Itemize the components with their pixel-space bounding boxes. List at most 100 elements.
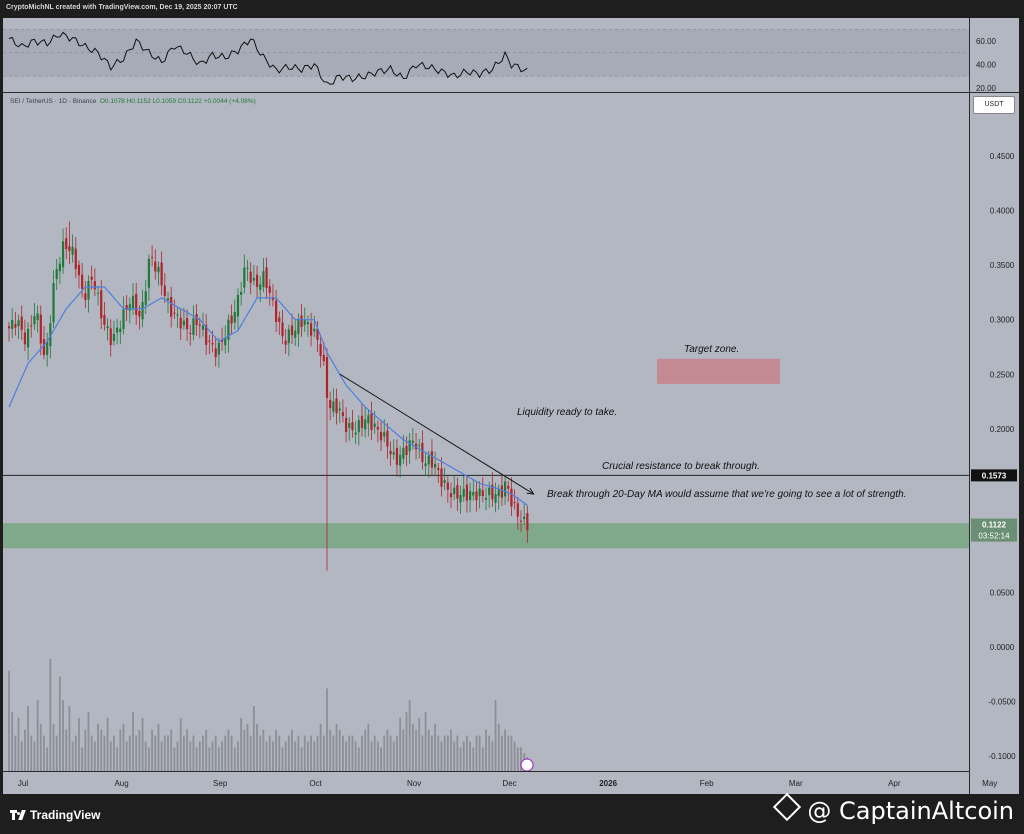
breakthrough-label: Break through 20-Day MA would assume tha… [547,489,907,500]
candle-body [262,271,265,288]
candle-body [122,309,125,329]
volume-bar [192,735,195,771]
volume-bar [380,747,382,771]
volume-bar [421,735,424,771]
volume-bar [316,735,319,771]
volume-bar [144,741,147,771]
candle-body [68,246,71,251]
volume-bar [81,747,84,771]
volume-bar [275,729,278,771]
candle-body [478,488,481,497]
candle-body [259,284,262,290]
candle-body [173,312,176,314]
volume-bar [348,735,351,771]
volume-bar [249,735,252,771]
volume-bar [233,747,236,771]
candle-body [335,398,338,414]
price-tick-label: -0.1000 [988,752,1016,761]
author-credit: CryptoMichNL created with TradingView.co… [6,4,238,11]
price-tick-label: 0.4000 [990,207,1015,216]
volume-bar [113,735,115,771]
candle-body [500,485,503,498]
volume-bar [281,747,284,771]
candle-body [513,502,516,504]
volume-bar [373,735,376,771]
volume-bar [357,747,360,771]
candle-body [379,431,383,441]
volume-bar [109,741,112,771]
candle-body [484,497,488,500]
tradingview-logo[interactable]: TradingView [10,808,100,822]
candle-body [399,454,402,466]
candle-body [300,315,303,328]
liquidity-label: Liquidity ready to take. [517,407,618,418]
volume-bar [431,735,433,771]
candle-body [472,492,475,496]
candle-body [446,482,449,490]
candle-body [421,442,424,463]
volume-bar [310,735,312,771]
price-tick-label: 0.0000 [990,643,1015,652]
volume-bar [141,717,144,771]
candle-body [271,297,275,301]
pane-divider[interactable] [3,92,1019,93]
volume-bar [208,747,211,771]
volume-bar [383,735,386,771]
candle-body [392,452,395,455]
volume-bar [342,735,344,771]
volume-bar [319,723,322,771]
candle-body [411,440,414,444]
volume-bar [418,717,421,771]
symbol-legend[interactable]: SEI / TetherUS · 1D · Binance O0.1078 H0… [10,98,256,105]
watermark-diamond-icon [773,792,802,822]
candle-body [488,487,491,496]
footer-bar [0,794,1024,834]
candle-body [46,341,49,355]
candle-body [376,426,379,430]
rsi-tick-label: 20.00 [976,84,997,93]
currency-badge[interactable]: USDT [973,96,1015,114]
volume-bar [170,729,173,771]
candle-body [383,432,386,437]
volume-bar [62,700,64,771]
price-tick-label: 0.2500 [990,370,1015,379]
volume-bar [189,741,192,771]
volume-bar [497,723,500,771]
candle-body [131,295,135,309]
volume-bar [313,741,316,771]
candle-body [201,325,205,330]
volume-bar [405,712,408,771]
candle-body [332,401,335,412]
candle-body [176,314,179,316]
candle-body [74,248,77,270]
volume-bar [243,729,246,771]
candle-body [284,340,287,345]
candle-body [87,280,90,300]
volume-bar [294,741,297,771]
volume-bar [399,717,402,771]
volume-bar [14,735,17,771]
candle-body [491,484,494,500]
candle-body [138,310,141,317]
candle-body [465,484,469,501]
candle-body [100,290,103,319]
volume-bar [472,747,475,771]
candle-body [265,267,268,288]
candle-body [456,485,459,499]
volume-bar [504,729,506,771]
volume-bar [8,670,10,771]
volume-bar [259,735,262,771]
current-price-label: 0.1122 [982,521,1007,530]
candle-body [322,355,325,362]
candle-body [109,328,112,345]
support-zone [3,523,969,549]
chart-frame[interactable] [3,18,1019,794]
candle-body [14,324,17,328]
candle-body [281,322,284,337]
current-price-tag [971,518,1017,542]
candle-body [208,340,211,342]
volume-bar [33,741,36,771]
candle-body [437,468,440,470]
candle-body [386,430,389,447]
